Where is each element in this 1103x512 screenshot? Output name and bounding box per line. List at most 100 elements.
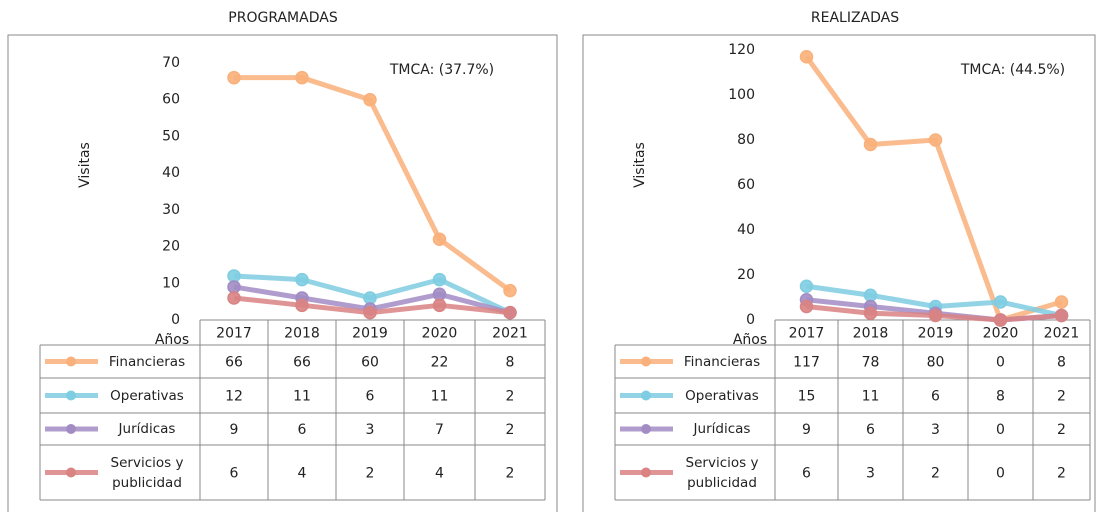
legend-label: Financieras — [683, 353, 761, 370]
legend-marker — [66, 467, 76, 478]
table-value: 2 — [1057, 389, 1066, 405]
table-value: 9 — [230, 422, 239, 438]
table-value: 11 — [431, 389, 449, 405]
table-value: 78 — [862, 355, 880, 371]
y-tick-label: 20 — [737, 267, 755, 283]
data-point — [227, 269, 241, 283]
table-value: 6 — [866, 422, 875, 438]
x-tick-label: 2021 — [492, 326, 528, 342]
data-point — [799, 279, 814, 293]
series-line — [804, 55, 1063, 323]
table-value: 2 — [1057, 466, 1066, 482]
x-tick-label: 2020 — [422, 326, 458, 342]
y-tick-label: 60 — [162, 92, 180, 108]
legend-entry: Jurídicas — [118, 421, 176, 437]
table-value: 2 — [506, 389, 515, 405]
data-point — [432, 298, 447, 313]
table-value: 8 — [996, 389, 1005, 405]
y-tick-label: 120 — [728, 42, 755, 58]
table-value: 3 — [366, 422, 375, 438]
legend-label: Jurídicas — [693, 421, 751, 437]
x-tick-label: 2017 — [789, 326, 825, 342]
table-value: 2 — [506, 422, 515, 438]
y-tick-label: 60 — [737, 177, 755, 193]
legend-marker — [641, 390, 651, 401]
data-point — [432, 232, 447, 246]
table-value: 2 — [931, 466, 940, 482]
legend-label: Operativas — [685, 387, 759, 404]
data-point — [363, 92, 377, 107]
table-value: 11 — [862, 389, 880, 405]
table-value: 60 — [361, 355, 379, 371]
y-tick-label: 0 — [746, 312, 755, 328]
table-value: 0 — [996, 466, 1005, 482]
y-tick-label: 40 — [162, 165, 180, 181]
y-tick-label: 20 — [162, 239, 180, 255]
data-point — [503, 305, 517, 320]
data-point — [799, 299, 814, 314]
table-value: 6 — [802, 466, 811, 482]
panel-border — [582, 34, 1096, 512]
data-point — [227, 291, 241, 305]
data-point — [863, 288, 878, 302]
table-value: 80 — [927, 355, 945, 371]
chart-title: PROGRAMADAS — [228, 10, 338, 26]
y-axis-label: Visitas — [77, 142, 93, 188]
table-value: 0 — [996, 422, 1005, 438]
y-axis-label: Visitas — [632, 142, 648, 188]
data-point — [799, 50, 814, 64]
legend-entry: Servicios y publicidad — [111, 455, 184, 491]
legend-marker — [66, 390, 76, 401]
table-value: 15 — [798, 389, 816, 405]
table-value: 8 — [1057, 355, 1066, 371]
table-value: 3 — [931, 422, 940, 438]
legend-marker — [641, 467, 651, 478]
table-value: 6 — [298, 422, 307, 438]
table-value: 22 — [431, 355, 449, 371]
table-value: 8 — [506, 355, 515, 371]
data-point — [363, 291, 377, 305]
data-point — [863, 306, 878, 320]
x-tick-label: 2018 — [284, 326, 320, 342]
data-point — [863, 137, 878, 152]
data-point — [1054, 308, 1069, 323]
table-value: 6 — [366, 389, 375, 405]
data-point — [295, 272, 309, 287]
data-point — [928, 133, 943, 147]
x-tick-label: 2020 — [983, 326, 1019, 342]
x-axis-label: Años — [155, 332, 189, 348]
table-value: 2 — [366, 466, 375, 482]
legend-entry: Servicios y publicidad — [686, 455, 759, 491]
table-value: 66 — [225, 355, 243, 371]
panel-border — [7, 34, 558, 512]
table-value: 6 — [230, 466, 239, 482]
data-point — [503, 283, 517, 298]
x-tick-label: 2017 — [216, 326, 252, 342]
legend-label: Jurídicas — [118, 421, 176, 437]
table-value: 6 — [931, 389, 940, 405]
series-line — [234, 75, 512, 293]
annotation: TMCA: (37.7%) — [389, 62, 494, 78]
table-value: 7 — [435, 422, 444, 438]
legend-marker — [641, 424, 651, 434]
y-tick-label: 70 — [162, 55, 180, 71]
legend-label: Operativas — [110, 387, 184, 404]
y-tick-label: 0 — [171, 312, 180, 328]
table-value: 4 — [298, 466, 307, 482]
legend-entry: Operativas — [685, 387, 759, 404]
data-point — [227, 70, 241, 85]
x-tick-label: 2021 — [1044, 326, 1080, 342]
chart-title: REALIZADAS — [811, 10, 899, 26]
table-value: 66 — [293, 355, 311, 371]
table-value: 117 — [793, 355, 820, 371]
table-value: 11 — [293, 389, 311, 405]
x-tick-label: 2018 — [853, 326, 889, 342]
data-point — [227, 280, 241, 294]
table-value: 9 — [802, 422, 811, 438]
table-value: 3 — [866, 466, 875, 482]
table-value: 4 — [435, 466, 444, 482]
legend-marker — [66, 424, 76, 434]
legend-entry: Financieras — [683, 353, 761, 370]
data-point — [432, 287, 447, 302]
